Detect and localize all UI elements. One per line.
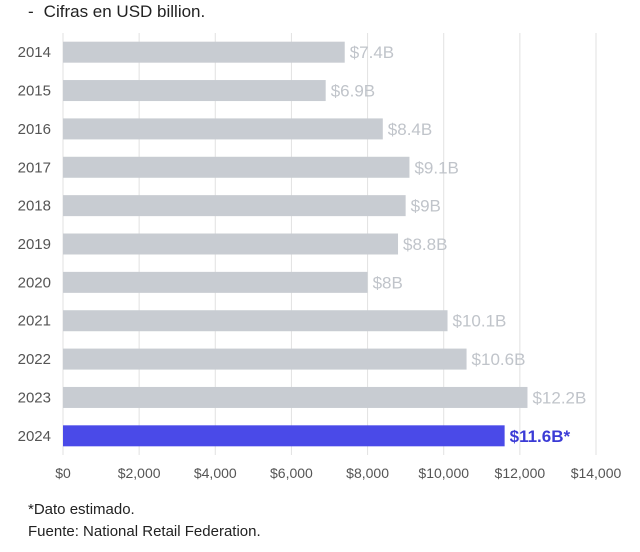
category-label: 2018: [18, 198, 51, 215]
data-label: $9.1B: [414, 158, 458, 177]
category-labels: 2014 2015 2016 2017 2018 2019 2020 2021 2022 2023…: [18, 44, 51, 445]
x-tick-label: $2,000: [118, 465, 161, 481]
bar-2019: [63, 233, 399, 255]
footnote-estimate: *Dato estimado.: [28, 501, 135, 518]
bar-2017: [63, 156, 410, 178]
category-label: 2015: [18, 83, 51, 100]
footnote-source: Fuente: National Retail Federation.: [28, 523, 261, 540]
bar-2016: [63, 118, 383, 140]
data-label: $7.4B: [350, 43, 394, 62]
category-label: 2020: [18, 274, 51, 291]
bar-2014: [63, 41, 345, 63]
bar-2023: [63, 386, 528, 408]
category-label: 2019: [18, 236, 51, 253]
chart-subtitle: - Cifras en USD billion.: [28, 2, 205, 22]
bars: [63, 41, 528, 447]
data-label: $8.8B: [403, 235, 447, 254]
category-label: 2014: [18, 44, 51, 61]
data-label: $10.1B: [453, 312, 507, 331]
data-label: $10.6B: [472, 350, 526, 369]
bar-2018: [63, 195, 406, 217]
data-label: $11.6B*: [510, 427, 571, 446]
bar-2020: [63, 271, 368, 293]
data-label: $12.2B: [532, 388, 586, 407]
x-tick-label: $14,000: [571, 465, 622, 481]
bar-2015: [63, 80, 326, 102]
x-tick-label: $8,000: [346, 465, 389, 481]
category-label: 2016: [18, 121, 51, 138]
data-label: $8.4B: [388, 120, 432, 139]
x-tick-label: $10,000: [418, 465, 469, 481]
subtitle-text: Cifras en USD billion.: [43, 2, 206, 21]
x-tick-label: $0: [55, 465, 71, 481]
category-label: 2017: [18, 159, 51, 176]
category-label: 2021: [18, 313, 51, 330]
bar-chart: 2014 2015 2016 2017 2018 2019 2020 2021 2022 2023…: [18, 33, 622, 481]
bar-2021: [63, 310, 448, 332]
subtitle-dash: -: [28, 2, 34, 21]
data-label: $9B: [411, 197, 441, 216]
category-label: 2022: [18, 351, 51, 368]
bar-2024: [63, 425, 505, 447]
category-label: 2024: [18, 428, 51, 445]
bar-2022: [63, 348, 467, 370]
x-tick-label: $6,000: [270, 465, 313, 481]
data-label: $8B: [373, 273, 403, 292]
data-labels: $7.4B $6.9B $8.4B $9.1B $9B $8.8B$8B $10.1B $10…: [331, 43, 587, 446]
category-label: 2023: [18, 389, 51, 406]
data-label: $6.9B: [331, 82, 375, 101]
x-tick-label: $4,000: [194, 465, 237, 481]
x-axis-ticks: $0 $2,000 $4,000 $6,000 $8,000 $10,000 $12,000…: [55, 465, 621, 481]
x-tick-label: $12,000: [495, 465, 546, 481]
